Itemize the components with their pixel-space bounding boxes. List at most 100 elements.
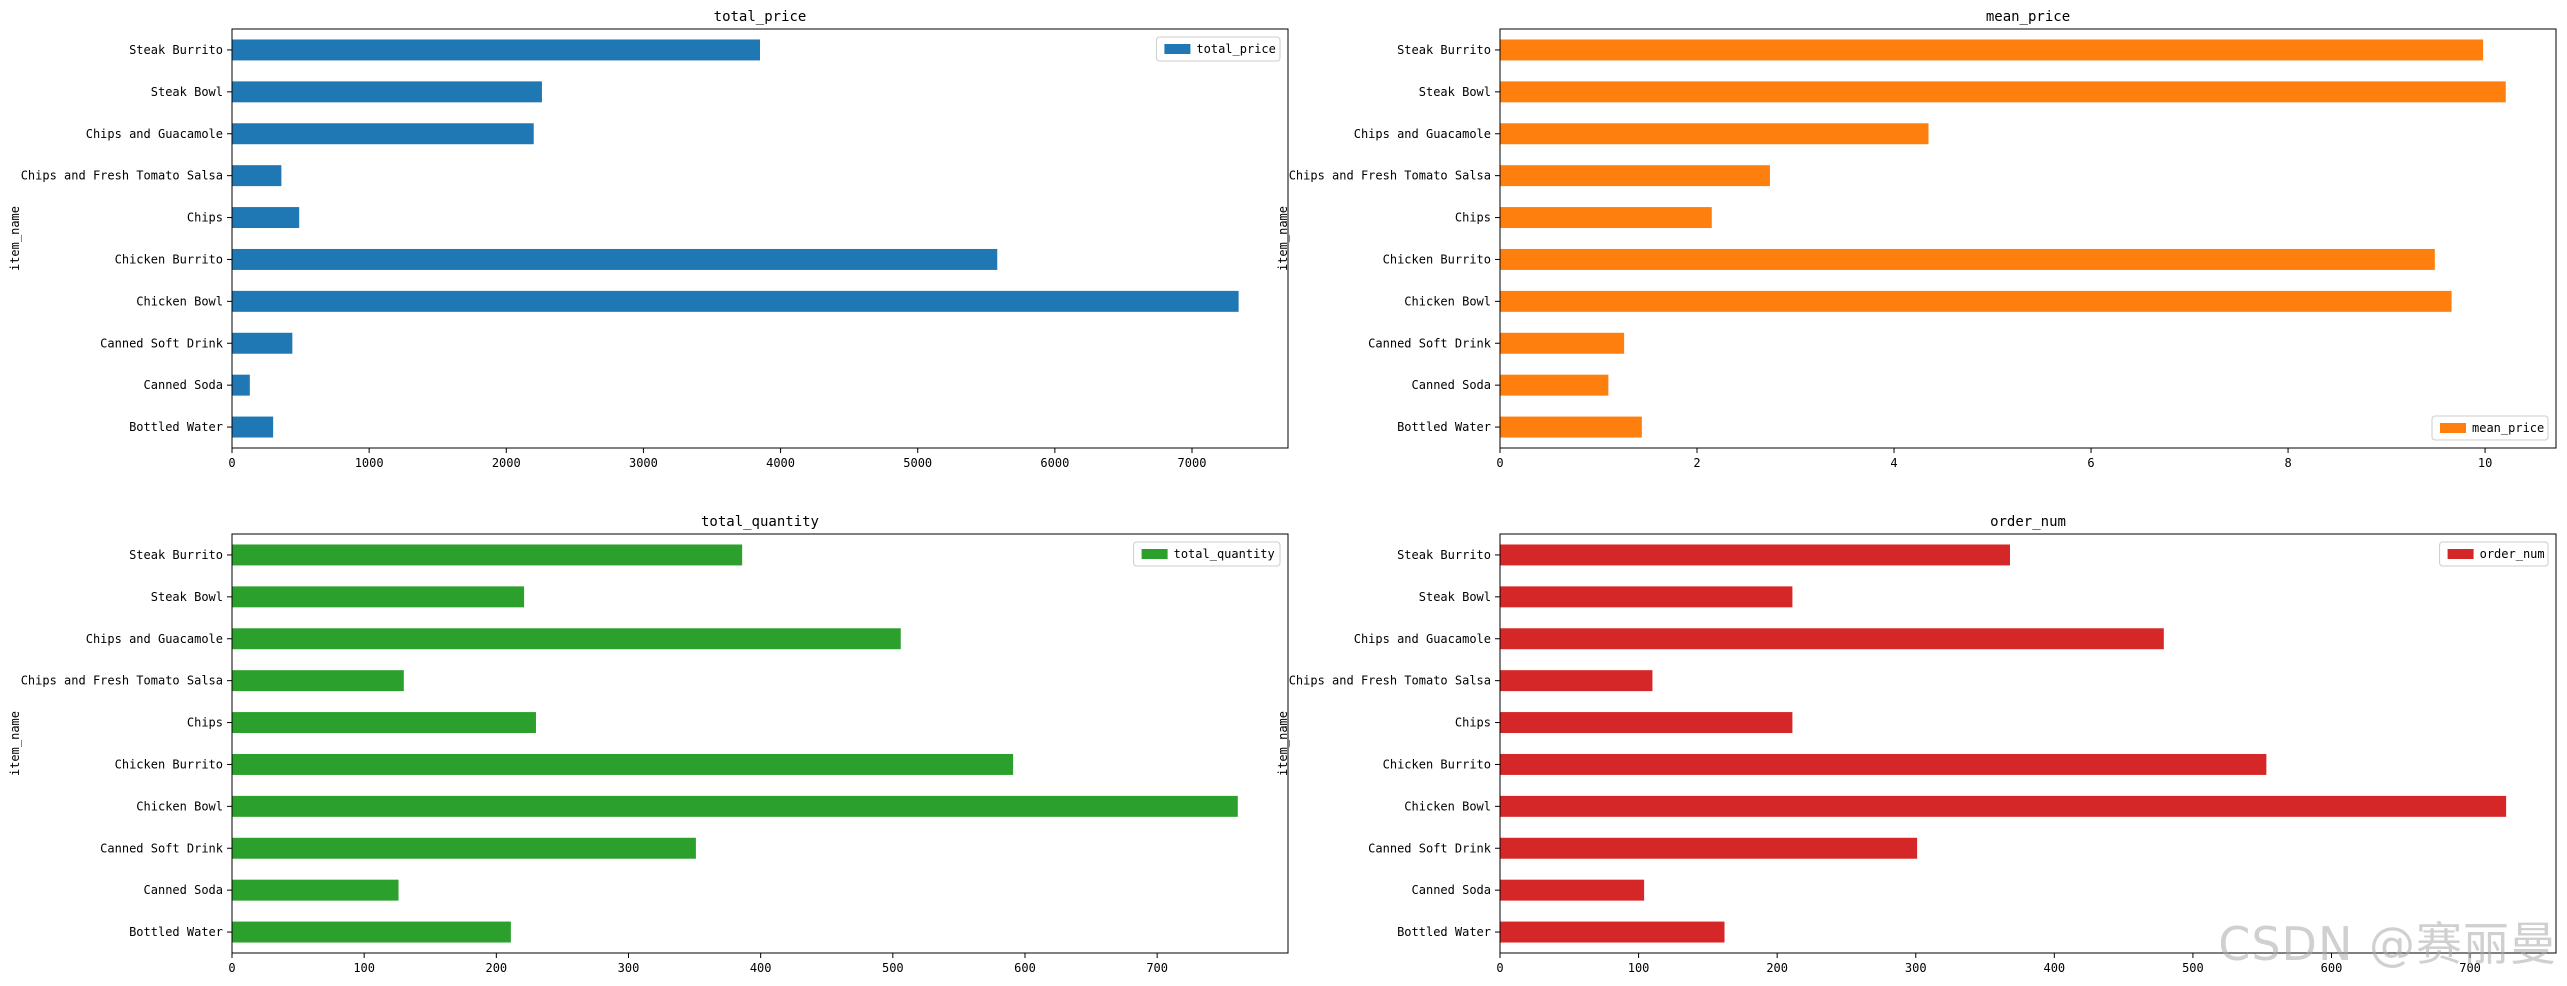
y-tick-label: Steak Bowl bbox=[1419, 85, 1491, 99]
bar-chicken-burrito bbox=[232, 248, 998, 270]
y-tick-label: Chips and Fresh Tomato Salsa bbox=[21, 674, 223, 688]
y-tick-label: Bottled Water bbox=[1397, 420, 1491, 434]
x-tick-label: 100 bbox=[1628, 961, 1650, 975]
chart-title: total_price bbox=[714, 9, 807, 25]
bar-bottled-water bbox=[1500, 416, 1642, 438]
x-tick-label: 0 bbox=[1496, 456, 1503, 470]
legend-label: total_quantity bbox=[1174, 547, 1275, 561]
bar-canned-soda bbox=[232, 879, 399, 901]
bar-steak-burrito bbox=[1500, 39, 2484, 61]
y-tick-label: Canned Soda bbox=[144, 883, 223, 897]
bar-chips bbox=[1500, 712, 1793, 734]
chart-panel-mean_price: Steak Burrito Steak Bowl Chips and Guacamo… bbox=[1276, 9, 2557, 470]
legend-swatch bbox=[1164, 44, 1191, 54]
bar-steak-bowl bbox=[232, 81, 542, 103]
chart-panel-order_num: Steak Burrito Steak Bowl Chips and Guacamo… bbox=[1276, 514, 2557, 975]
x-tick-label: 4000 bbox=[766, 456, 795, 470]
legend-swatch bbox=[1141, 549, 1168, 559]
y-tick-label: Chicken Burrito bbox=[1383, 252, 1491, 266]
x-tick-label: 2000 bbox=[492, 456, 521, 470]
bar-chicken-bowl bbox=[1500, 290, 2452, 312]
x-tick-label: 500 bbox=[882, 961, 904, 975]
y-tick-label: Chips and Guacamole bbox=[1354, 632, 1491, 646]
legend-box bbox=[1133, 541, 1281, 567]
y-tick-label: Steak Burrito bbox=[129, 548, 223, 562]
y-tick-label: Chicken Bowl bbox=[136, 799, 223, 813]
bar-chicken-bowl bbox=[1500, 795, 2507, 817]
y-tick-label: Chips and Fresh Tomato Salsa bbox=[1289, 674, 1491, 688]
bar-bottled-water bbox=[1500, 921, 1725, 943]
y-axis-label: item_name bbox=[8, 711, 22, 776]
bar-chips-and-fresh-tomato-salsa bbox=[1500, 165, 1770, 187]
legend: mean_price bbox=[2431, 415, 2549, 441]
legend-box bbox=[2431, 415, 2549, 441]
axes-frame bbox=[1499, 28, 2557, 449]
x-tick-label: 2 bbox=[1693, 456, 1700, 470]
x-tick-label: 300 bbox=[618, 961, 640, 975]
y-tick-label: Chips and Guacamole bbox=[1354, 127, 1491, 141]
y-tick-label: Chips and Guacamole bbox=[86, 127, 223, 141]
legend-box bbox=[1155, 36, 1281, 62]
y-tick-label: Chips bbox=[1455, 716, 1491, 730]
x-tick-label: 10 bbox=[2478, 456, 2492, 470]
chart-title: total_quantity bbox=[701, 514, 819, 530]
chart-panel-total_price: Steak Burrito Steak Bowl Chips and Guacamo… bbox=[8, 9, 1289, 470]
y-tick-label: Bottled Water bbox=[129, 925, 223, 939]
legend-swatch bbox=[2440, 423, 2466, 433]
x-tick-label: 500 bbox=[2182, 961, 2204, 975]
bar-chips-and-guacamole bbox=[1500, 123, 1929, 145]
x-tick-label: 400 bbox=[750, 961, 772, 975]
x-tick-label: 400 bbox=[2043, 961, 2065, 975]
bar-steak-bowl bbox=[232, 586, 525, 608]
y-tick-label: Steak Burrito bbox=[1397, 548, 1491, 562]
legend-label: total_price bbox=[1196, 42, 1275, 56]
bar-steak-bowl bbox=[1500, 586, 1793, 608]
chart-title: mean_price bbox=[1986, 9, 2070, 25]
axes-frame bbox=[231, 533, 1289, 954]
x-tick-label: 0 bbox=[228, 961, 235, 975]
bar-steak-burrito bbox=[1500, 544, 2010, 566]
bar-chips-and-fresh-tomato-salsa bbox=[232, 670, 404, 692]
y-tick-label: Chicken Bowl bbox=[136, 294, 223, 308]
legend-label: order_num bbox=[2480, 547, 2545, 561]
legend-label: mean_price bbox=[2472, 421, 2544, 435]
legend-swatch bbox=[2447, 549, 2474, 559]
bar-bottled-water bbox=[232, 416, 274, 438]
bar-canned-soft-drink bbox=[1500, 837, 1918, 859]
y-tick-label: Chicken Bowl bbox=[1404, 799, 1491, 813]
chart-panel-total_quantity: Steak Burrito Steak Bowl Chips and Guacamo… bbox=[8, 514, 1289, 975]
y-tick-label: Steak Bowl bbox=[1419, 590, 1491, 604]
y-tick-label: Bottled Water bbox=[1397, 925, 1491, 939]
x-tick-label: 6000 bbox=[1040, 456, 1069, 470]
x-tick-label: 0 bbox=[228, 456, 235, 470]
x-tick-label: 200 bbox=[485, 961, 507, 975]
axes-frame bbox=[1499, 533, 2557, 954]
bar-chips bbox=[1500, 207, 1712, 229]
y-axis-label: item_name bbox=[1276, 206, 1290, 271]
y-tick-label: Steak Burrito bbox=[1397, 43, 1491, 57]
legend: total_price bbox=[1155, 36, 1281, 62]
bar-chips-and-fresh-tomato-salsa bbox=[232, 165, 282, 187]
x-tick-label: 600 bbox=[2321, 961, 2343, 975]
bar-chips-and-guacamole bbox=[232, 628, 901, 650]
bar-steak-bowl bbox=[1500, 81, 2506, 103]
y-tick-label: Chicken Burrito bbox=[115, 757, 223, 771]
x-tick-label: 0 bbox=[1496, 961, 1503, 975]
bar-steak-burrito bbox=[232, 39, 760, 61]
bar-chips bbox=[232, 712, 536, 734]
legend: total_quantity bbox=[1133, 541, 1281, 567]
bar-chips-and-guacamole bbox=[232, 123, 534, 145]
bar-canned-soft-drink bbox=[232, 332, 293, 354]
x-tick-label: 1000 bbox=[355, 456, 384, 470]
y-tick-label: Chips bbox=[187, 211, 223, 225]
y-tick-label: Chicken Burrito bbox=[115, 252, 223, 266]
bar-chips bbox=[232, 207, 300, 229]
axes-frame bbox=[231, 28, 1289, 449]
x-tick-label: 700 bbox=[1146, 961, 1168, 975]
y-tick-label: Chips and Guacamole bbox=[86, 632, 223, 646]
bar-canned-soda bbox=[1500, 374, 1609, 396]
y-tick-label: Chips bbox=[187, 716, 223, 730]
bar-chips-and-fresh-tomato-salsa bbox=[1500, 670, 1653, 692]
bar-canned-soft-drink bbox=[1500, 332, 1625, 354]
y-tick-label: Chips and Fresh Tomato Salsa bbox=[1289, 169, 1491, 183]
